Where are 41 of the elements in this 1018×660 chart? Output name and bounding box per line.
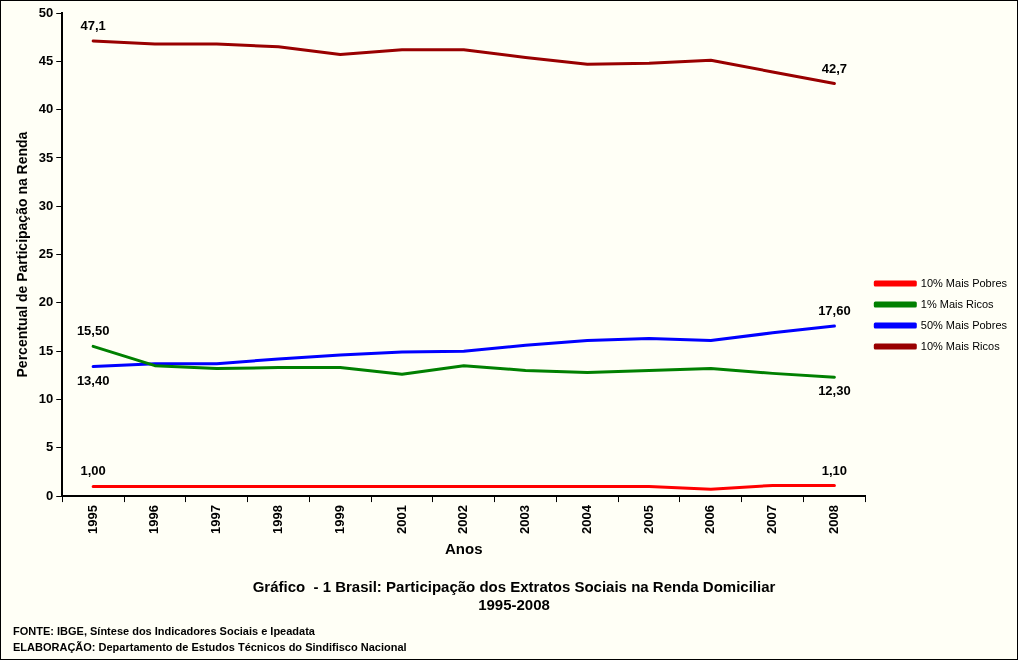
legend-label: 10% Mais Ricos (920, 339, 1001, 352)
x-axis-title: Anos (445, 540, 483, 558)
x-tick-label: 2008 (825, 505, 841, 534)
y-tick-label: 0 (46, 487, 54, 503)
y-tick-label: 40 (38, 101, 54, 117)
y-tick-label: 15 (38, 342, 54, 358)
data-label: 47,1 (80, 18, 106, 34)
data-label: 15,50 (76, 323, 110, 339)
data-label: 17,60 (818, 303, 851, 319)
y-tick-label: 10 (38, 391, 54, 407)
legend-label: 10% Mais Pobres (920, 276, 1008, 289)
y-tick-label: 5 (46, 439, 54, 455)
data-label: 12,30 (818, 383, 851, 399)
x-tick-label: 2002 (455, 505, 471, 534)
data-label: 1,00 (80, 463, 106, 479)
data-label: 1,10 (821, 462, 848, 478)
text: Gráfico - 1 Brasil: Participação dos Extratos Sociais na Renda Domiciliar 1995-2008 (252, 578, 776, 614)
y-tick-label: 50 (38, 4, 54, 20)
y-tick-label: 30 (38, 197, 54, 213)
legend-label: 1% Mais Ricos (920, 297, 995, 310)
y-axis-title: Percentual de Participação na Renda (14, 131, 31, 378)
x-tick-label: 2006 (702, 505, 718, 534)
x-tick-label: 1995 (84, 505, 100, 534)
y-tick-label: 20 (38, 294, 54, 310)
y-tick-label: 35 (38, 149, 54, 165)
x-tick-label: 2001 (393, 505, 409, 534)
y-tick-label: 45 (38, 52, 54, 68)
source-note: FONTE: IBGE, Síntese dos Indicadores Sociais e Ipeadata (13, 624, 316, 639)
x-tick-label: 1996 (146, 505, 162, 534)
x-tick-label: 2007 (764, 505, 780, 534)
data-label: 13,40 (76, 372, 110, 388)
x-tick-label: 1999 (331, 505, 347, 534)
text: ELABORAÇÃO: Departamento de Estudos Técnicos do Sindifisco Nacional (13, 640, 407, 655)
x-tick-label: 2004 (578, 504, 594, 534)
legend-label: 50% Mais Pobres (920, 318, 1008, 331)
data-label: 42,7 (821, 60, 848, 76)
y-tick-label: 25 (38, 246, 54, 262)
x-tick-label: 2005 (640, 505, 656, 534)
x-tick-label: 1997 (208, 505, 224, 534)
x-tick-label: 2003 (517, 505, 533, 534)
x-tick-label: 1998 (270, 505, 286, 534)
